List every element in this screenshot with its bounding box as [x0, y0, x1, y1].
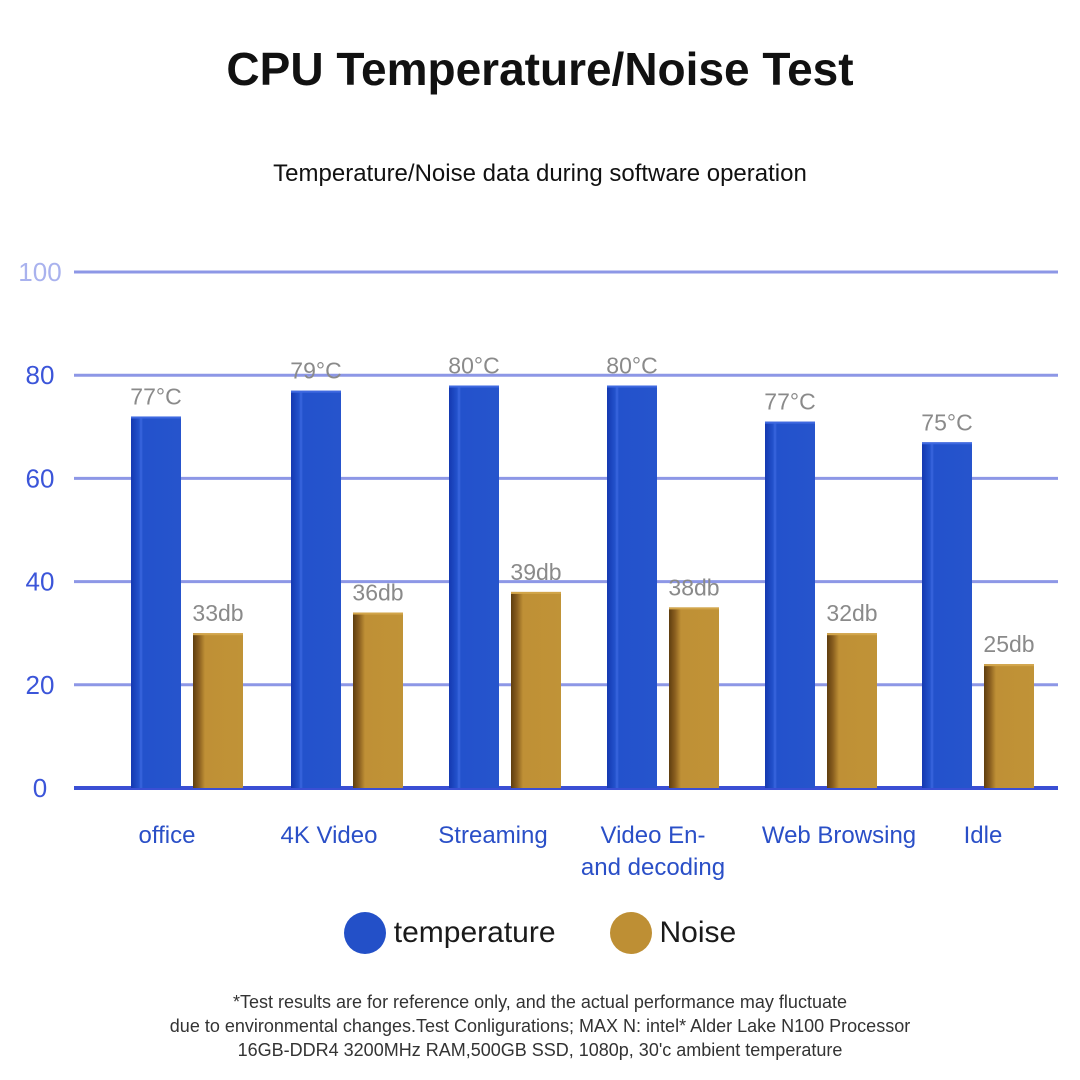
data-label: 38db	[668, 574, 719, 600]
y-axis-ticks: 0 20 40 60 80 100	[18, 257, 61, 803]
bar-top-edge	[922, 442, 972, 445]
bar-noise	[511, 591, 561, 788]
chart-subtitle: Temperature/Noise data during software o…	[273, 160, 807, 187]
bar-top-edge	[607, 385, 657, 388]
category-label: Idle	[964, 822, 1003, 849]
footnote-line: *Test results are for reference only, an…	[233, 992, 847, 1012]
y-tick-label: 100	[18, 257, 61, 287]
bar-temperature	[765, 421, 815, 788]
bar-noise	[193, 633, 243, 788]
category-label: Streaming	[438, 822, 547, 849]
bar-top-edge	[449, 385, 499, 388]
legend: temperature Noise	[0, 912, 1080, 954]
bar-top-edge	[669, 607, 719, 610]
bar-noise	[827, 633, 877, 788]
data-label: 77°C	[130, 383, 181, 409]
data-label: 39db	[510, 559, 561, 585]
y-tick-label: 20	[26, 670, 55, 700]
category-label: Video En-	[601, 822, 706, 849]
bar-top-edge	[353, 612, 403, 615]
legend-item-temperature: temperature	[343, 912, 556, 954]
data-label: 79°C	[290, 358, 341, 384]
bars	[131, 385, 1034, 788]
footnote-line: 16GB-DDR4 3200MHz RAM,500GB SSD, 1080p, …	[237, 1040, 843, 1060]
data-label: 33db	[192, 600, 243, 626]
bar-top-edge	[984, 664, 1034, 667]
bar-top-edge	[193, 633, 243, 636]
bar-top-edge	[511, 591, 561, 594]
bar-top-edge	[291, 390, 341, 393]
legend-item-noise: Noise	[609, 912, 737, 954]
category-label: Web Browsing	[762, 822, 916, 849]
y-tick-label: 40	[26, 567, 55, 597]
bar-noise	[984, 664, 1034, 788]
data-label: 80°C	[448, 353, 499, 379]
y-tick-label: 60	[26, 463, 55, 493]
legend-label-noise: Noise	[659, 916, 737, 949]
data-label: 77°C	[764, 389, 815, 415]
legend-swatch-noise	[609, 912, 652, 954]
category-label: office	[139, 822, 196, 849]
footnote-line: due to environmental changes.Test Conlig…	[169, 1016, 911, 1036]
data-label: 25db	[983, 631, 1034, 657]
category-label: 4K Video	[281, 822, 378, 849]
bar-temperature	[131, 416, 181, 788]
value-labels: 77°C 79°C 80°C 80°C 77°C 75°C 33db 36db 39db 38db…	[130, 353, 1034, 658]
chart-title: CPU Temperature/Noise Test	[226, 43, 854, 95]
legend-swatch-temperature	[343, 912, 386, 954]
bar-noise	[353, 612, 403, 788]
data-label: 32db	[826, 600, 877, 626]
bar-top-edge	[827, 633, 877, 636]
bar-top-edge	[131, 416, 181, 419]
legend-label-temperature: temperature	[393, 916, 556, 949]
category-label: and decoding	[581, 854, 725, 881]
y-tick-label: 0	[33, 773, 47, 803]
bar-temperature	[291, 390, 341, 788]
footnote: *Test results are for reference only, an…	[0, 990, 1080, 1062]
data-label: 75°C	[921, 409, 972, 435]
bar-temperature	[449, 385, 499, 788]
bar-top-edge	[765, 421, 815, 424]
category-labels: office 4K Video Streaming Video En-and deco…	[139, 822, 1003, 881]
data-label: 80°C	[606, 353, 657, 379]
y-tick-label: 80	[26, 360, 55, 390]
data-label: 36db	[352, 580, 403, 606]
bar-temperature	[922, 442, 972, 788]
bar-noise	[669, 607, 719, 788]
bar-temperature	[607, 385, 657, 788]
